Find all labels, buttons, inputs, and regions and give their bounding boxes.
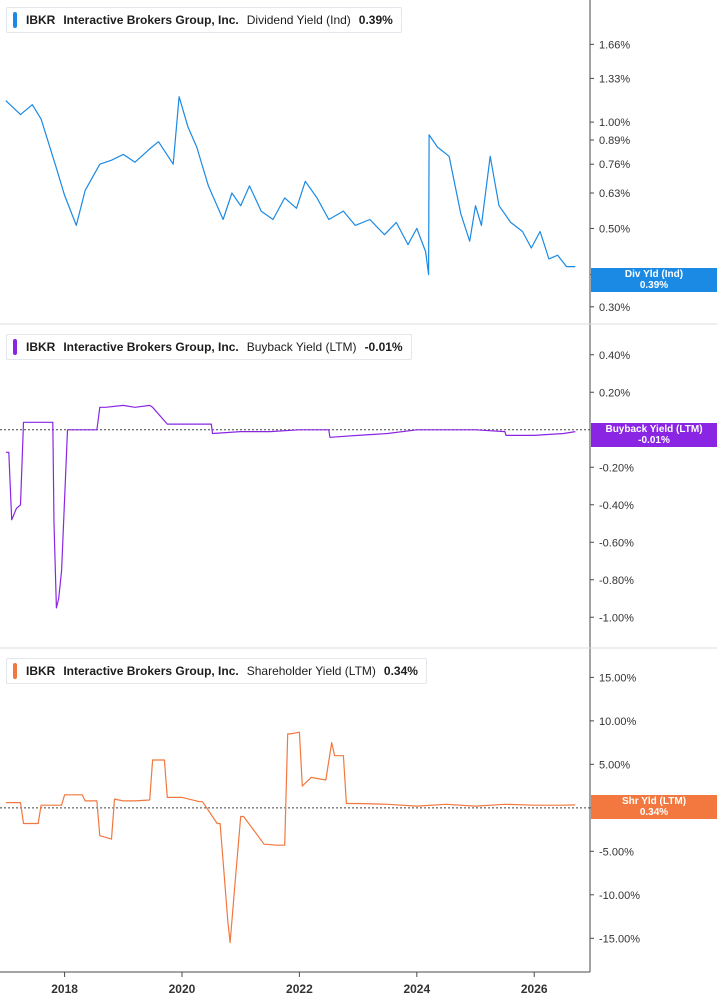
legend-company: Interactive Brokers Group, Inc.: [63, 664, 239, 678]
y-tick-label: -0.80%: [599, 575, 634, 587]
legend-ticker: IBKR: [26, 13, 56, 27]
legend-metric: Dividend Yield (Ind): [246, 13, 351, 27]
y-tick-label: -0.40%: [599, 500, 634, 512]
buyback-yield-legend: IBKR Interactive Brokers Group, Inc. Buy…: [6, 334, 412, 360]
y-tick-label: 0.89%: [599, 135, 630, 147]
x-tick-label: 2026: [521, 982, 548, 996]
tag-label: Div Yld (Ind): [624, 269, 684, 280]
y-tick-label: -5.00%: [599, 846, 634, 858]
legend-value: 0.34%: [383, 664, 418, 678]
y-tick-label: -1.00%: [599, 612, 634, 624]
tag-label: Buyback Yield (LTM): [605, 424, 703, 435]
y-tick-label: 0.20%: [599, 387, 630, 399]
y-tick-label: 0.50%: [599, 223, 630, 235]
y-tick-label: 10.00%: [599, 716, 637, 728]
y-tick-label: 0.30%: [599, 302, 630, 314]
y-tick-label: 0.40%: [599, 350, 630, 362]
legend-ticker: IBKR: [26, 340, 56, 354]
x-tick-label: 2024: [403, 982, 430, 996]
y-tick-label: -15.00%: [599, 933, 640, 945]
y-tick-label: 0.63%: [599, 188, 630, 200]
y-tick-label: -0.60%: [599, 537, 634, 549]
x-tick-label: 2020: [169, 982, 196, 996]
legend-value: -0.01%: [364, 340, 403, 354]
legend-ticker: IBKR: [26, 664, 56, 678]
legend-value: 0.39%: [358, 13, 393, 27]
y-tick-label: 1.66%: [599, 39, 630, 51]
y-tick-label: 15.00%: [599, 672, 637, 684]
x-tick-label: 2018: [51, 982, 78, 996]
y-tick-label: -10.00%: [599, 890, 640, 902]
tag-value: -0.01%: [638, 435, 670, 446]
tag-label: Shr Yld (LTM): [621, 796, 687, 807]
tag-value: 0.34%: [639, 807, 669, 818]
y-tick-label: 1.33%: [599, 73, 630, 85]
y-tick-label: -0.20%: [599, 462, 634, 474]
legend-metric: Shareholder Yield (LTM): [246, 664, 376, 678]
legend-company: Interactive Brokers Group, Inc.: [63, 340, 239, 354]
shareholder-yield-legend: IBKR Interactive Brokers Group, Inc. Sha…: [6, 658, 427, 684]
series-line: [5, 731, 576, 944]
shareholder-series-swatch: [13, 663, 17, 679]
dividend-yield-value-tag: Div Yld (Ind) 0.39%: [591, 268, 717, 292]
legend-metric: Buyback Yield (LTM): [246, 340, 357, 354]
series-line: [5, 404, 576, 609]
legend-company: Interactive Brokers Group, Inc.: [63, 13, 239, 27]
y-tick-label: 0.76%: [599, 159, 630, 171]
tag-value: 0.39%: [639, 280, 669, 291]
dividend-series-swatch: [13, 12, 17, 28]
dividend-yield-legend: IBKR Interactive Brokers Group, Inc. Div…: [6, 7, 402, 33]
y-tick-label: 1.00%: [599, 117, 630, 129]
buyback-series-swatch: [13, 339, 17, 355]
shareholder-yield-value-tag: Shr Yld (LTM) 0.34%: [591, 795, 717, 819]
series-line: [5, 96, 576, 276]
y-tick-label: 5.00%: [599, 759, 630, 771]
buyback-yield-value-tag: Buyback Yield (LTM) -0.01%: [591, 423, 717, 447]
x-tick-label: 2022: [286, 982, 313, 996]
